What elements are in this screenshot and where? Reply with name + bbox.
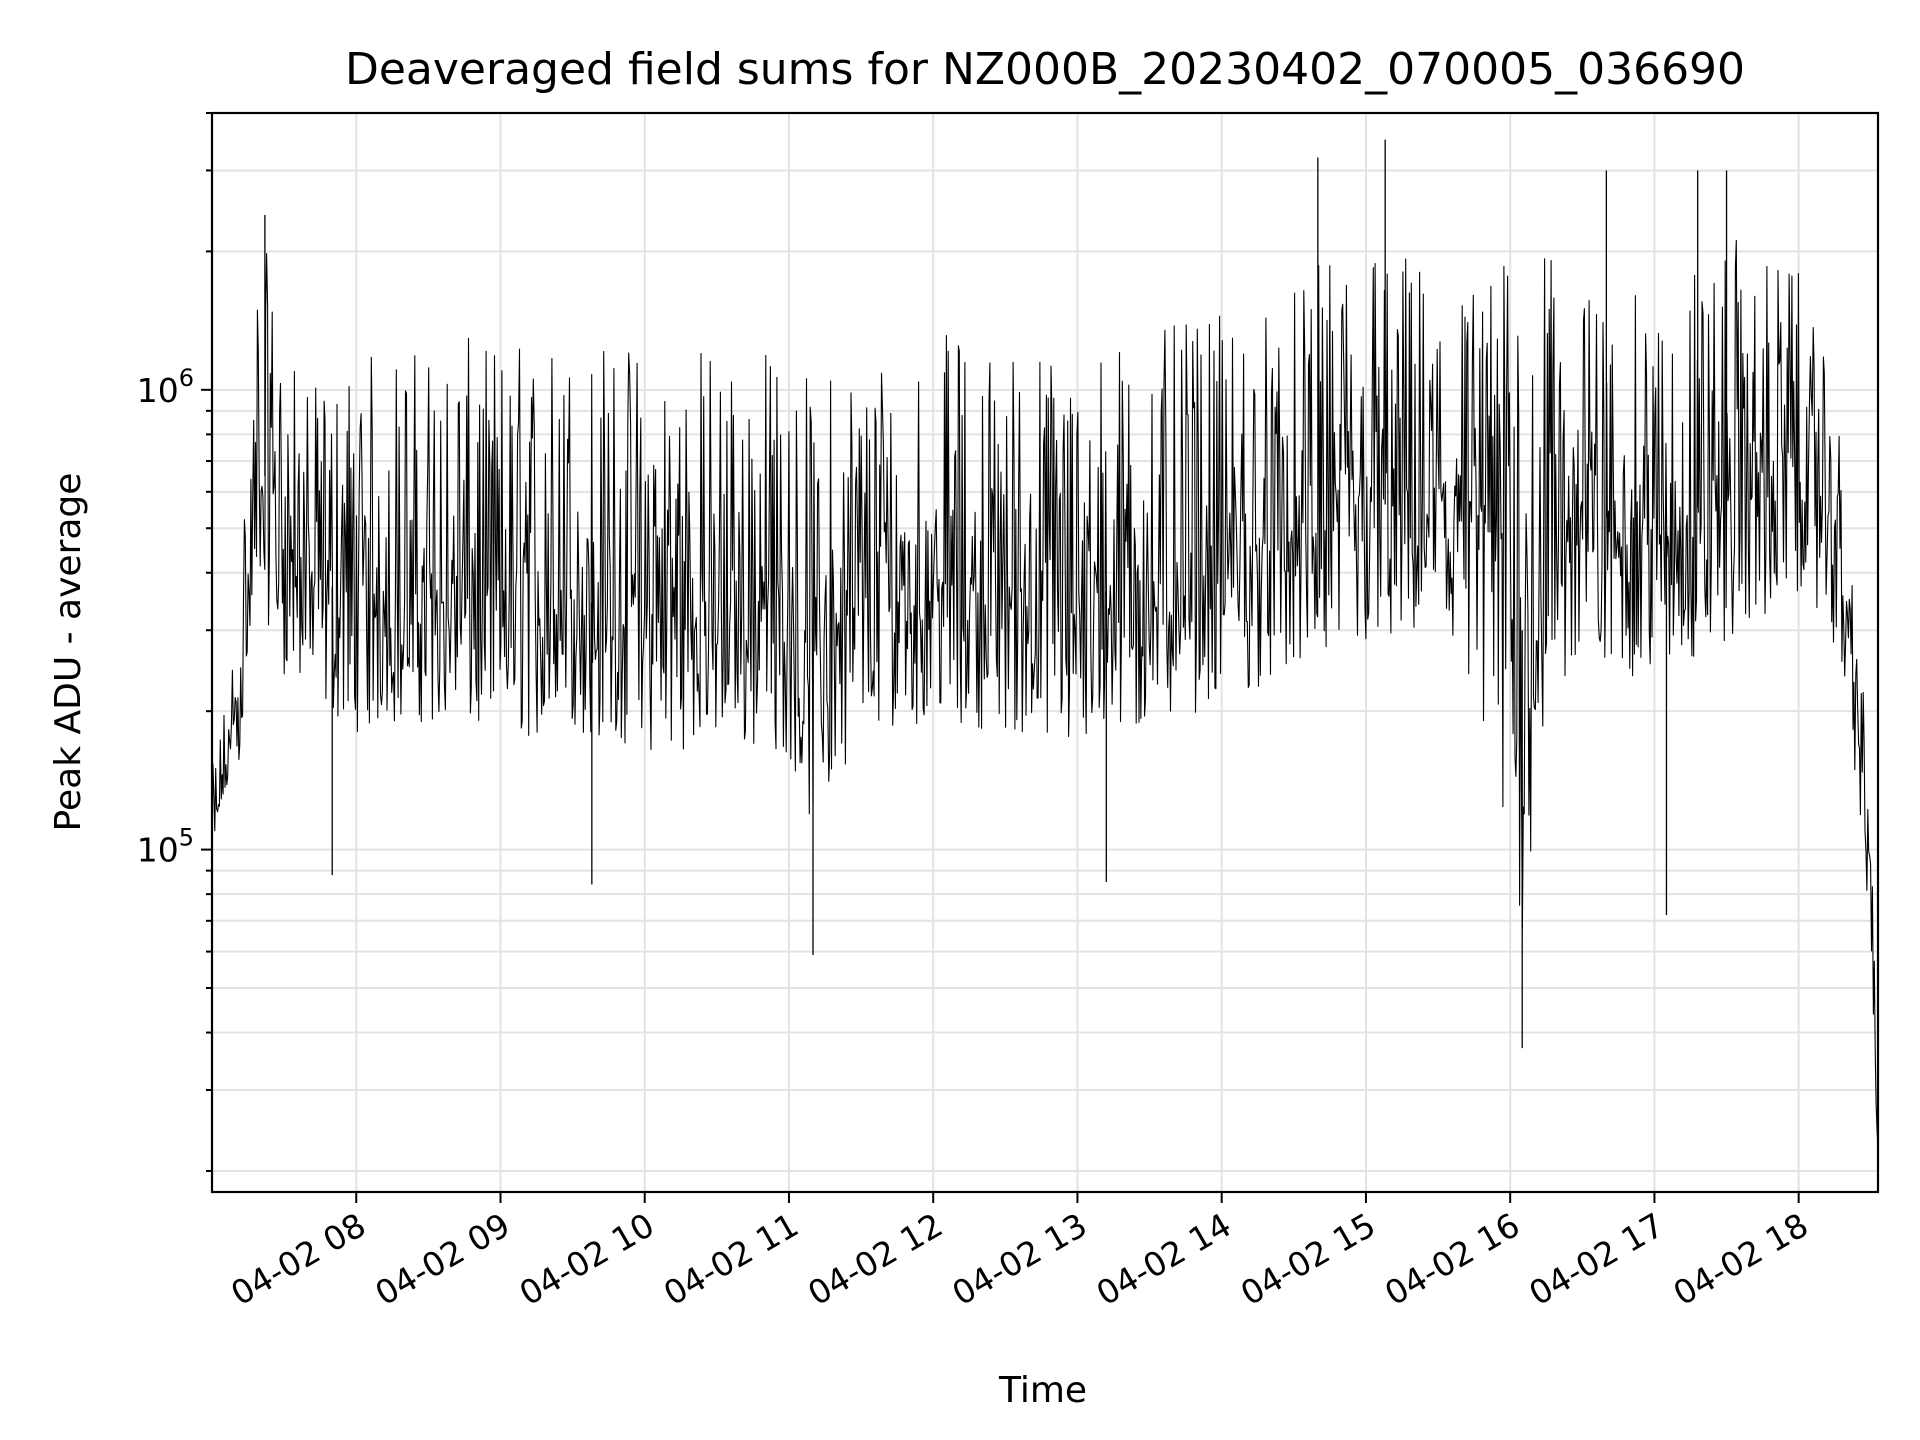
chart-title: Deaveraged field sums for NZ000B_2023040… [345,44,1745,95]
y-axis-label: Peak ADU - average [48,473,89,832]
plot-frame [210,111,1880,1194]
y-tick-label: 106 [137,364,194,410]
grid [212,112,1878,1192]
x-axis-label: Time [998,1370,1087,1411]
series-line [211,239,1879,1147]
series-group [211,139,1879,1147]
y-tick-label: 105 [137,824,194,870]
y-axis: 105 106 [137,112,212,1172]
